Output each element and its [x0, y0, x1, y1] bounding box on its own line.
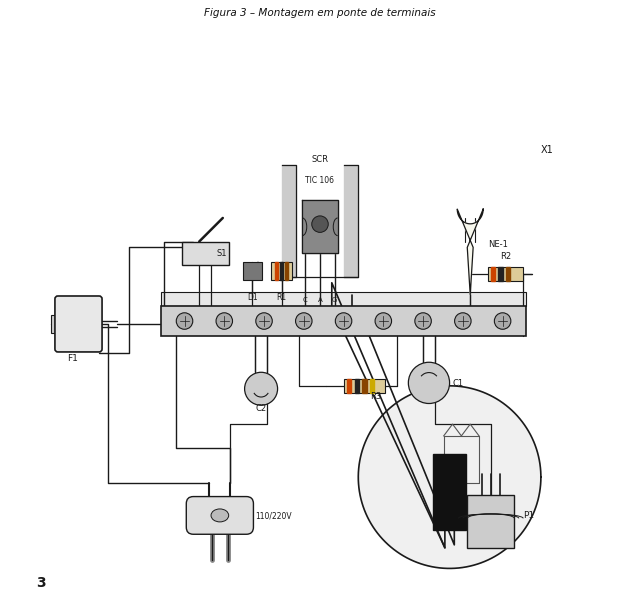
Text: G: G — [332, 297, 337, 304]
Text: 110/220V: 110/220V — [255, 511, 292, 521]
Text: X1: X1 — [541, 145, 554, 155]
FancyBboxPatch shape — [186, 496, 253, 534]
Polygon shape — [302, 200, 338, 253]
Bar — [467, 495, 515, 548]
Circle shape — [296, 313, 312, 329]
Circle shape — [216, 313, 232, 329]
Polygon shape — [506, 267, 510, 281]
Polygon shape — [347, 379, 351, 393]
Circle shape — [408, 362, 449, 403]
Polygon shape — [362, 379, 367, 393]
Circle shape — [256, 313, 272, 329]
Bar — [182, 241, 228, 265]
Polygon shape — [285, 262, 288, 280]
Polygon shape — [344, 165, 358, 277]
Polygon shape — [370, 379, 374, 393]
Bar — [344, 379, 385, 393]
Text: R2: R2 — [500, 252, 511, 261]
Polygon shape — [282, 165, 296, 277]
Circle shape — [494, 313, 511, 329]
Polygon shape — [358, 386, 541, 569]
Text: TIC 106: TIC 106 — [305, 176, 335, 184]
Polygon shape — [280, 262, 283, 280]
Polygon shape — [499, 267, 502, 281]
Text: A: A — [317, 297, 323, 304]
Bar — [243, 262, 262, 280]
Bar — [161, 307, 526, 336]
Circle shape — [415, 313, 431, 329]
Bar — [488, 267, 524, 281]
Text: C: C — [303, 297, 308, 304]
Ellipse shape — [211, 509, 228, 522]
Circle shape — [454, 313, 471, 329]
Bar — [51, 315, 58, 333]
Text: 3: 3 — [36, 576, 45, 590]
Polygon shape — [355, 379, 359, 393]
Polygon shape — [457, 209, 483, 295]
Bar — [433, 454, 466, 530]
Text: C2: C2 — [255, 404, 266, 413]
Polygon shape — [275, 262, 278, 280]
Circle shape — [375, 313, 392, 329]
FancyBboxPatch shape — [55, 296, 102, 352]
Bar — [271, 262, 292, 280]
Text: Figura 3 – Montagem em ponte de terminais: Figura 3 – Montagem em ponte de terminai… — [204, 8, 436, 18]
Text: S1: S1 — [217, 249, 227, 258]
Text: F1: F1 — [67, 354, 78, 363]
Text: R1: R1 — [276, 292, 287, 302]
Circle shape — [244, 372, 278, 405]
Polygon shape — [491, 267, 495, 281]
Text: SCR: SCR — [312, 155, 328, 164]
Text: P1: P1 — [524, 511, 534, 521]
Circle shape — [335, 313, 352, 329]
Text: D1: D1 — [247, 292, 257, 302]
Text: NE-1: NE-1 — [488, 240, 508, 250]
Bar — [161, 292, 526, 307]
Circle shape — [312, 216, 328, 232]
Circle shape — [176, 313, 193, 329]
Text: R3: R3 — [370, 392, 381, 401]
Text: C1: C1 — [452, 379, 463, 388]
